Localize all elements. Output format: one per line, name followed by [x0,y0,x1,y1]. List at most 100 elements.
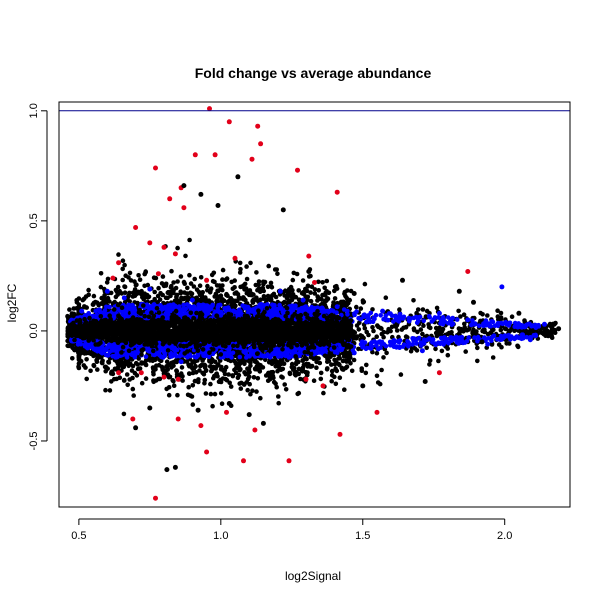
point-black [194,287,200,293]
point-black [308,290,313,295]
point-black [206,298,212,304]
point-black [329,362,334,367]
point-black [169,268,174,274]
point-black [210,403,215,409]
point-black [340,358,346,364]
point-black [318,370,324,376]
point-black [334,360,339,365]
point-black [290,277,296,283]
point-black [276,363,282,369]
point-black [298,376,303,382]
point-black [366,332,371,338]
point-black [178,274,184,279]
point-black [424,345,430,351]
point-black [190,402,196,407]
point-black [265,378,271,384]
point-black [509,314,515,320]
point-black [226,299,232,304]
point-black [160,274,166,279]
point-black [282,382,288,387]
point-black [250,298,255,304]
point-black [354,304,359,310]
point-black [348,361,353,366]
point-black [230,373,235,378]
point-black [362,281,368,287]
point-black [314,359,319,365]
point-black [325,296,331,302]
point-black [232,278,237,283]
point-black [439,348,445,354]
point-black [219,401,225,407]
point-black [154,363,159,369]
point-black [364,362,369,368]
point-black [329,378,335,384]
point-black [331,300,336,305]
point-black [275,271,280,277]
point-black [169,283,174,289]
point-black [98,271,104,276]
point-black [166,362,172,367]
point-black [192,276,197,282]
point-black [165,290,171,296]
point-black [126,275,131,280]
point-black [80,297,86,303]
point-black [462,321,467,327]
point-black [360,300,366,305]
point-black [480,312,485,317]
point-black [440,326,446,332]
point-black [152,296,157,302]
point-black [114,359,120,365]
point-black [260,365,266,370]
point-black [230,286,236,292]
point-black [272,267,278,272]
point-black [102,292,107,298]
point-black [304,361,309,367]
point-black [175,245,180,251]
point-black [174,369,180,374]
point-black [324,367,330,372]
point-black [209,272,215,278]
point-black [498,310,504,316]
point-black [414,348,420,353]
point-black [280,366,286,372]
point-black [463,349,469,354]
point-black [223,364,229,370]
point-black [256,279,262,284]
point-black [91,293,97,299]
point-black [134,282,139,288]
point-black [378,325,384,331]
point-black [202,377,208,383]
point-black [394,328,400,333]
point-black [203,363,208,369]
point-black [136,290,141,296]
point-black [333,366,338,372]
point-black [362,325,368,331]
point-black [420,331,425,337]
point-black [116,252,121,257]
point-black [178,289,183,295]
point-black [356,346,361,352]
point-black [358,306,364,311]
point-black [71,306,77,311]
point-black [159,364,165,370]
point-black [296,366,302,372]
point-black [375,380,381,385]
point-black [120,258,126,264]
point-black [370,307,375,312]
point-black [82,351,87,356]
point-black [324,278,330,284]
point-black [76,361,82,366]
point-black [73,346,79,352]
point-black [99,295,104,301]
point-black [427,358,433,363]
point-black [276,394,281,399]
point-black [91,353,96,359]
point-black [543,327,549,332]
point-black [203,391,209,396]
point-black [217,283,222,288]
point-black [266,360,272,365]
point-black [166,392,172,398]
point-black [384,350,389,356]
point-black [295,391,301,397]
point-black [420,307,426,312]
